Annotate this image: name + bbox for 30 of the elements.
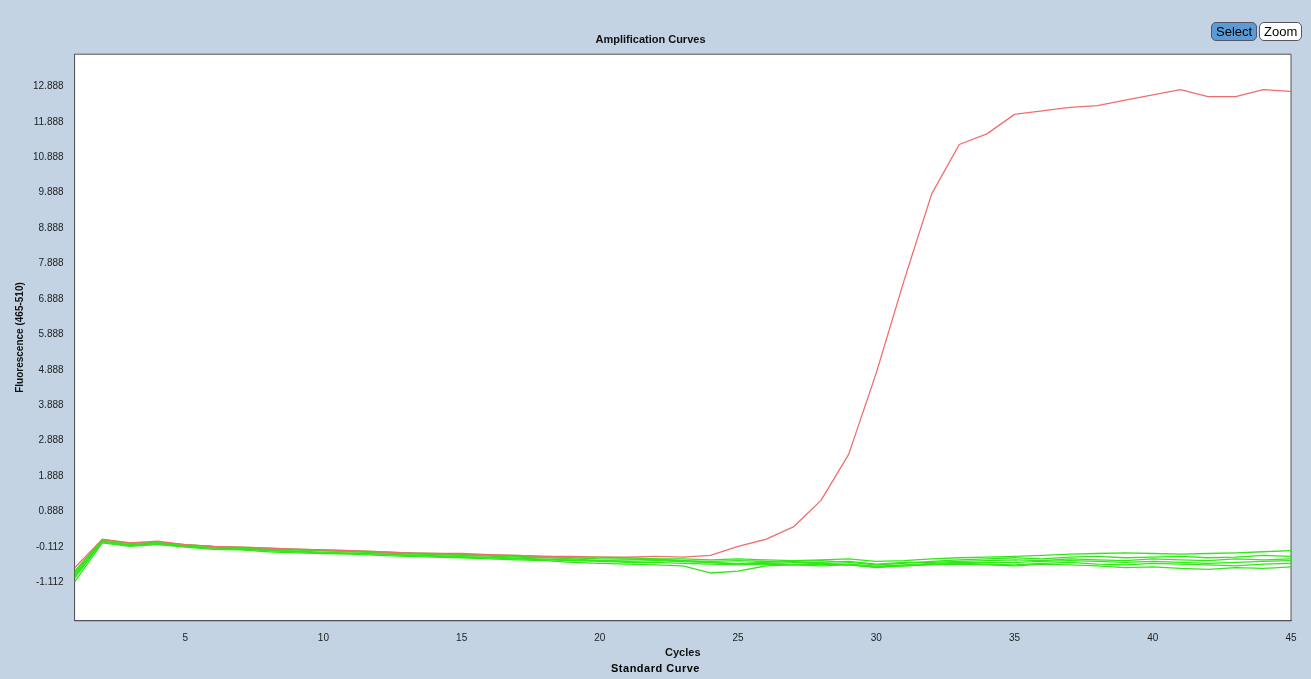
y-tick-label: -0.112 <box>35 540 65 552</box>
y-tick-label: 6.888 <box>38 292 65 304</box>
y-tick-label: 8.888 <box>38 221 65 233</box>
y-tick-label: 2.888 <box>38 434 65 446</box>
y-tick-label: 3.888 <box>38 398 65 410</box>
x-tick-label: 30 <box>870 631 883 643</box>
y-tick-label: 4.888 <box>38 363 65 375</box>
x-tick-label: 5 <box>182 631 189 643</box>
y-tick-label: 11.888 <box>33 115 65 127</box>
text: Zoom <box>1259 22 1303 41</box>
x-tick-label: 20 <box>594 631 606 643</box>
y-tick-label: 7.888 <box>38 257 65 269</box>
x-tick-label: 40 <box>1147 631 1159 643</box>
x-tick-label: 35 <box>1008 631 1021 643</box>
x-tick-label: 15 <box>456 631 468 643</box>
text: Standard Curve <box>610 662 701 674</box>
text: Select <box>1211 22 1258 41</box>
y-tick-label: 0.888 <box>38 505 65 517</box>
chart-title: Amplification Curves <box>595 32 706 45</box>
y-tick-label: 9.888 <box>38 186 65 198</box>
y-tick-label: 12.888 <box>32 80 65 92</box>
y-tick-label: 5.888 <box>38 328 65 340</box>
x-tick-label: 10 <box>317 631 330 643</box>
x-tick-label: 45 <box>1285 631 1297 643</box>
x-axis-title: Cycles <box>665 646 701 659</box>
y-axis-title: Fluorescence (465-510) <box>13 282 25 393</box>
x-tick-label: 25 <box>732 631 745 643</box>
y-tick-label: 10.888 <box>32 151 65 163</box>
y-tick-label: 1.888 <box>38 469 65 481</box>
y-tick-label: -1.112 <box>35 576 65 588</box>
